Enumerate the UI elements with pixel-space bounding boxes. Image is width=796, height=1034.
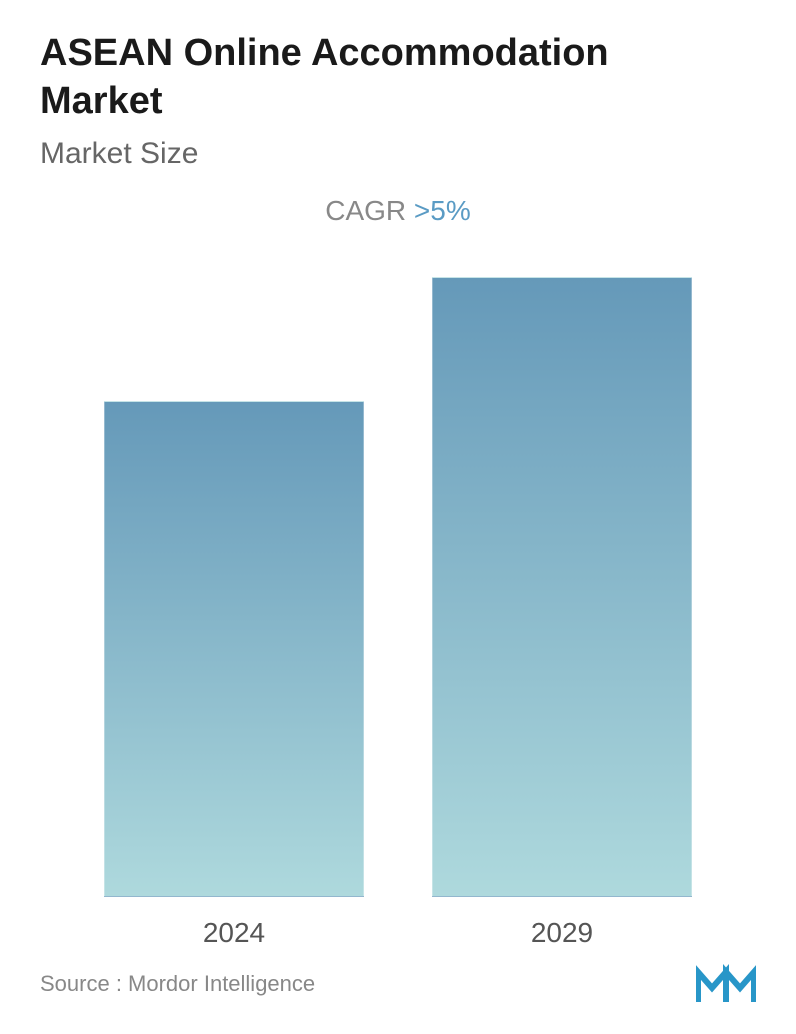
chart-subtitle: Market Size [40, 137, 756, 171]
source-text: Source : Mordor Intelligence [40, 971, 315, 997]
chart-footer: Source : Mordor Intelligence [40, 964, 756, 1004]
cagr-value: >5% [414, 195, 471, 226]
bar-chart [40, 277, 756, 897]
cagr-text: CAGR >5% [40, 195, 756, 227]
bar-2024 [104, 401, 364, 897]
x-label-0: 2024 [104, 917, 364, 949]
mordor-logo-icon [696, 964, 756, 1004]
chart-title: ASEAN Online Accommodation Market [40, 30, 720, 125]
x-label-1: 2029 [432, 917, 692, 949]
x-axis-labels: 2024 2029 [40, 917, 756, 949]
bar-2029 [432, 277, 692, 897]
cagr-label: CAGR [325, 195, 414, 226]
